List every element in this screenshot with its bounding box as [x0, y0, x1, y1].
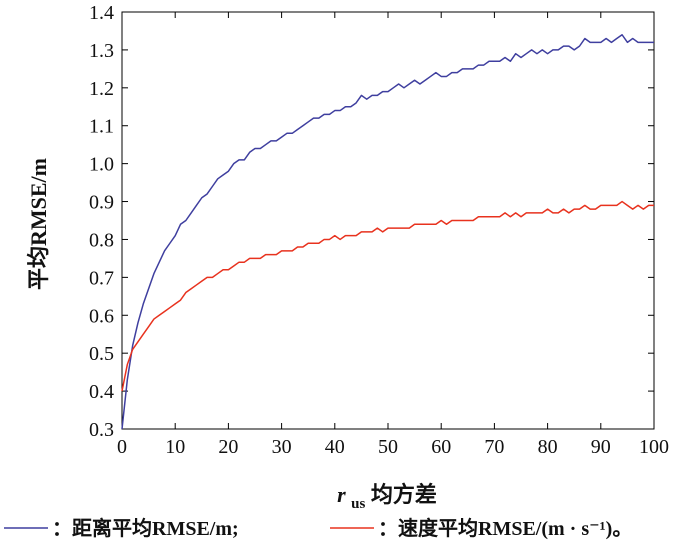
y-tick-label: 1.1 [89, 116, 114, 138]
plot-area [121, 11, 655, 430]
series-line-distance [121, 34, 654, 430]
x-axis-label-subscript: us [351, 496, 365, 512]
plot-frame [121, 11, 655, 430]
x-tick-label: 0 [117, 436, 127, 458]
y-tick-label: 0.4 [89, 381, 114, 403]
y-tick-label: 1.3 [89, 40, 114, 62]
x-tick-label: 60 [431, 436, 451, 458]
x-axis-label-text: 均方差 [371, 482, 437, 507]
x-tick-label: 20 [218, 436, 238, 458]
y-tick-label: 1.0 [89, 154, 114, 176]
x-axis-label-symbol: r [337, 482, 346, 507]
x-tick-label: 100 [639, 436, 669, 458]
legend: ：距离平均RMSE/m; ：速度平均RMSE/(m · s⁻¹)。 [4, 516, 632, 540]
x-tick-label: 80 [538, 436, 558, 458]
series-lines [121, 34, 654, 430]
x-tick-label: 70 [484, 436, 504, 458]
y-tick-label: 1.2 [89, 78, 114, 100]
y-tick-label: 0.5 [89, 343, 114, 365]
x-tick-label: 90 [591, 436, 611, 458]
x-axis-label: r us 均方差 [337, 482, 437, 513]
x-tick-label: 30 [272, 436, 292, 458]
x-tick-label: 50 [378, 436, 398, 458]
x-tick-label: 40 [325, 436, 345, 458]
y-tick-label: 0.3 [89, 419, 114, 441]
y-tick-label: 0.7 [89, 267, 114, 289]
y-tick-label: 0.8 [89, 229, 114, 251]
series-line-velocity [121, 200, 654, 392]
y-tick-label: 0.9 [89, 192, 114, 214]
y-axis-label: 平均RMSE/m [26, 158, 51, 290]
legend-label-velocity: ：速度平均RMSE/(m · s⁻¹)。 [378, 516, 632, 540]
axis-ticks: 0 10 20 30 40 50 60 70 80 90 100 0.3 0.4 0.5 0.6 0.7 0.8… [89, 2, 669, 458]
y-tick-label: 0.6 [89, 305, 114, 327]
legend-label-distance: ：距离平均RMSE/m; [52, 516, 239, 540]
x-tick-label: 10 [165, 436, 185, 458]
y-tick-label: 1.4 [89, 2, 114, 24]
